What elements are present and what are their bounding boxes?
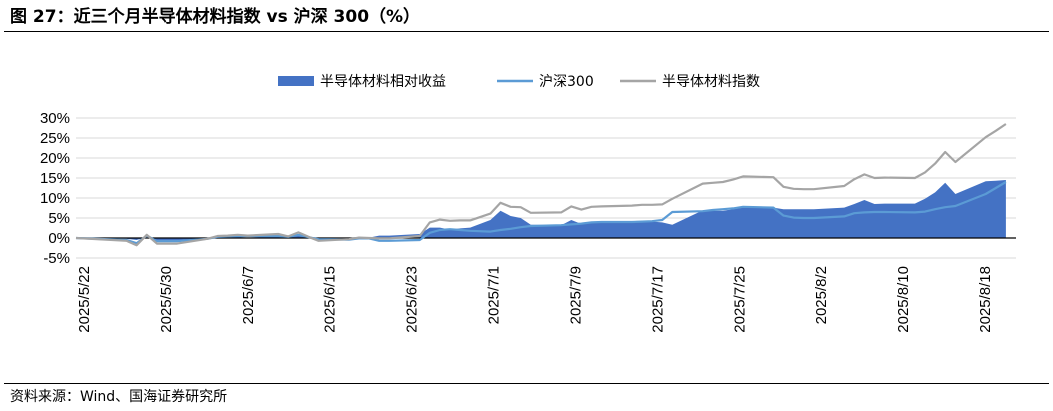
- x-tick-label: 2025/7/1: [486, 266, 503, 324]
- area-series-relative-return: [76, 180, 1006, 241]
- y-tick-label: 25%: [40, 130, 70, 147]
- source-note: 资料来源：Wind、国海证券研究所: [10, 389, 228, 405]
- x-tick-label: 2025/6/7: [240, 266, 257, 324]
- figure-title: 图 27：近三个月半导体材料指数 vs 沪深 300（%）: [10, 7, 421, 27]
- line-series-semi-materials-index: [75, 123, 1007, 247]
- y-tick-label: -5%: [43, 250, 70, 267]
- x-tick-label: 2025/8/2: [813, 266, 830, 324]
- legend-label: 半导体材料指数: [662, 74, 760, 90]
- y-tick-label: 30%: [40, 110, 70, 127]
- x-tick-label: 2025/6/15: [322, 266, 339, 333]
- x-tick-label: 2025/5/22: [76, 266, 93, 333]
- title-rule: [4, 31, 1049, 32]
- x-tick-label: 2025/8/10: [895, 266, 912, 333]
- x-tick-label: 2025/7/9: [567, 266, 584, 324]
- x-tick-label: 2025/7/17: [649, 266, 666, 333]
- y-tick-label: 15%: [40, 170, 70, 187]
- x-tick-label: 2025/5/30: [158, 266, 175, 333]
- x-tick-label: 2025/7/25: [731, 266, 748, 333]
- x-tick-label: 2025/6/23: [404, 266, 421, 333]
- y-tick-label: 5%: [48, 210, 70, 227]
- legend-label: 半导体材料相对收益: [320, 74, 446, 90]
- legend-label: 沪深300: [539, 74, 594, 90]
- y-tick-label: 0%: [48, 230, 70, 247]
- source-rule: [4, 383, 1049, 384]
- y-tick-label: 10%: [40, 190, 70, 207]
- legend-swatch: [278, 76, 314, 86]
- x-tick-label: 2025/8/18: [977, 266, 994, 333]
- y-tick-label: 20%: [40, 150, 70, 167]
